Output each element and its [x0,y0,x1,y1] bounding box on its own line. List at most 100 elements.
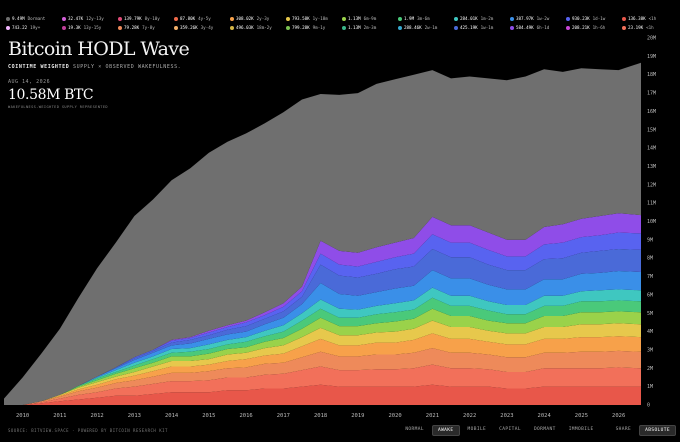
x-tick-label: 2025 [575,413,588,419]
y-tick-label: 16M [647,109,656,115]
legend-value: 9.49M [12,16,25,21]
legend-value: 288.46K [404,25,422,30]
series-area-1d-1w[interactable] [4,333,641,405]
legend-item[interactable]: 496.03K 18m-2y [230,25,272,30]
legend-item[interactable]: 359.26K 3y-4y [174,25,213,30]
legend-item[interactable]: 308.02K 2y-3y [230,16,269,21]
legend-swatch [566,26,570,30]
y-tick-label: 3M [647,347,653,353]
current-date: AUG 14, 2026 [8,79,51,85]
y-tick-label: 15M [647,127,656,133]
scale-button-share[interactable]: SHARE [615,427,632,432]
mode-button-awake[interactable]: AWAKE [431,425,460,436]
legend-label: 1d-1w [592,16,606,21]
legend-item[interactable]: 1.9M 3m-6m [398,16,430,21]
legend-value: 743.22 [12,25,28,30]
legend-item[interactable]: 387.97K 1w-2w [510,16,549,21]
legend-item[interactable]: 1.13M 6m-9m [342,16,376,21]
legend-label: 2w-1m [424,25,438,30]
x-tick-label: 2012 [91,413,104,419]
legend-swatch [230,17,234,21]
legend-swatch [174,26,178,30]
legend-swatch [398,26,402,30]
legend-label: 12y-13y [86,16,104,21]
x-tick-label: 2010 [16,413,29,419]
legend-item[interactable]: 425.19K 1w-1m [454,25,493,30]
legend-item[interactable]: 79.28K 7y-8y [118,25,155,30]
legend-item[interactable]: 139.79K 8y-10y [118,16,160,21]
legend-swatch [510,17,514,21]
series-area-dormant[interactable] [4,62,641,406]
y-tick-label: 8M [647,256,653,262]
series-area-6m-1y[interactable] [4,287,641,405]
legend-label: Dormant [27,16,46,21]
legend-item[interactable]: 284.01K 1m-2m [454,16,493,21]
series-area--1h[interactable] [4,384,641,405]
y-tick-label: 12M [647,182,656,188]
legend-swatch [622,26,626,30]
legend-value: 799.28K [292,25,310,30]
y-tick-label: 6M [647,292,653,298]
legend-swatch [342,17,346,21]
legend-item[interactable]: 288.46K 2w-1m [398,25,437,30]
series-area-1w-1m[interactable] [4,320,641,405]
mode-button-normal[interactable]: NORMAL [405,427,424,432]
x-tick-label: 2015 [202,413,215,419]
legend-item[interactable]: 9.49M Dormant [6,16,45,21]
series-area-10y-[interactable] [4,213,641,405]
legend-item[interactable]: 32.47K 12y-13y [62,16,104,21]
legend-value: 1.13M [348,25,361,30]
y-tick-label: 11M [647,201,656,207]
source-credit: SOURCE: BITVIEW.SPACE · POWERED BY BITCO… [8,428,168,433]
legend-item[interactable]: 136.38K <1h [622,16,656,21]
mode-button-immobile[interactable]: IMMOBILE [568,427,594,432]
legend-item[interactable]: 87.80K 4y-5y [174,16,211,21]
legend-item[interactable]: 743.22 19y+ [6,25,40,30]
legend-value: 19.3K [68,25,81,30]
x-tick-label: 2014 [165,413,179,419]
y-tick-label: 20M [647,36,656,42]
legend-item[interactable]: 584.49K 6h-1d [510,25,549,30]
legend-item[interactable]: 23.19K <1h [622,25,654,30]
mode-button-capital[interactable]: CAPITAL [499,427,521,432]
legend-label: 7y-8y [142,25,155,30]
legend-item[interactable]: 1.13M 2m-3m [342,25,376,30]
y-tick-label: 2M [647,366,653,372]
legend-value: 793.58K [292,16,310,21]
x-tick-label: 2023 [500,413,513,419]
series-area-1h-6h[interactable] [4,364,641,405]
legend-item[interactable]: 930.23K 1d-1w [566,16,605,21]
x-tick-label: 2017 [277,413,290,419]
series-area-1m-3m[interactable] [4,308,641,405]
legend-swatch [454,26,458,30]
legend-label: 8y-10y [144,16,160,21]
legend-label: 6h-1d [536,25,550,30]
mode-button-dormant[interactable]: DORMANT [533,427,556,432]
legend-label: 9m-1y [312,25,326,30]
chart-title: Bitcoin HODL Wave [8,38,190,60]
series-area-6h-1d[interactable] [4,348,641,405]
legend-label: 19y+ [30,25,41,30]
legend-item[interactable]: 19.3K 13y-15y [62,25,101,30]
legend-item[interactable]: 208.21K 1h-6h [566,25,605,30]
legend-swatch [6,26,10,30]
legend-label: 2y-3y [256,16,270,21]
legend-label: <1h [646,25,654,30]
legend-label: 3y-4y [200,25,214,30]
series-area-3m-6m[interactable] [4,297,641,405]
scale-button-absolute[interactable]: ABSOLUTE [639,425,676,436]
series-area-2y-5y[interactable] [4,249,641,405]
legend-value: 308.02K [236,16,254,21]
y-tick-label: 1M [647,384,653,390]
series-area-5y-10y[interactable] [4,232,641,406]
legend-label: 4y-5y [198,16,211,21]
series-area-1y-2y[interactable] [4,270,641,405]
toggle-separator [602,425,608,436]
y-tick-label: 4M [647,329,653,335]
mode-button-mobile[interactable]: MOBILE [467,427,487,432]
legend-item[interactable]: 799.28K 9m-1y [286,25,325,30]
legend-swatch [398,17,402,21]
legend-value: 32.47K [68,16,84,21]
legend-item[interactable]: 793.58K 1y-18m [286,16,328,21]
